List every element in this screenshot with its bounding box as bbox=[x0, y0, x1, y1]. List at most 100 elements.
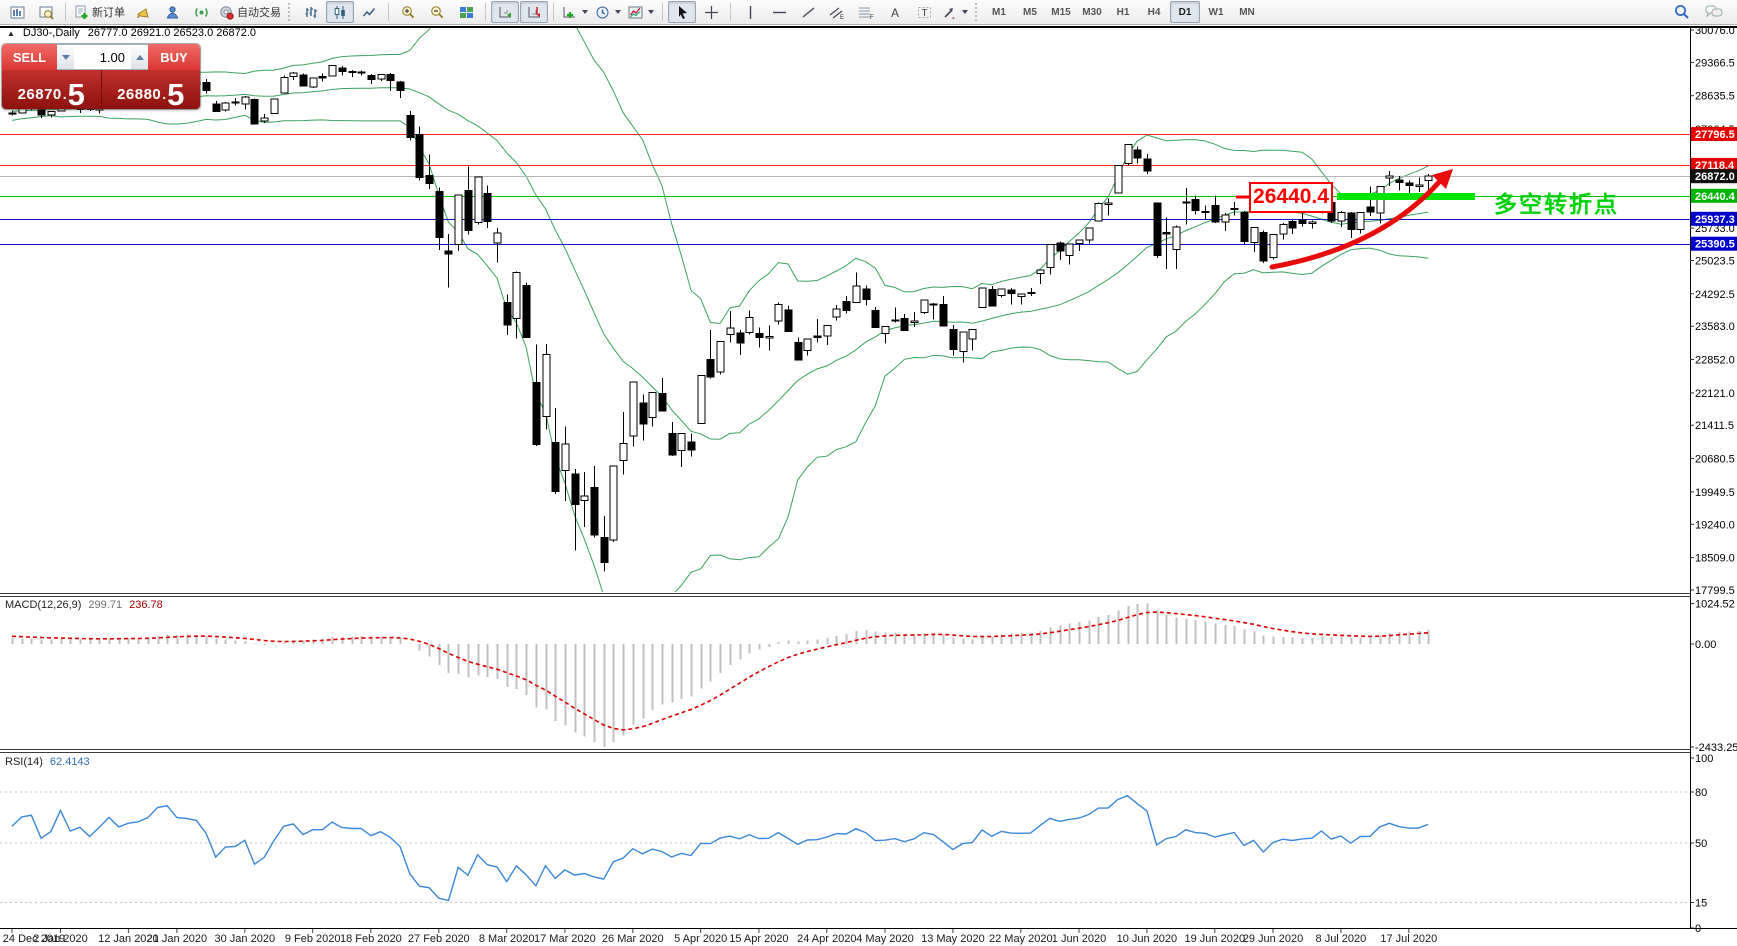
svg-text:13 May 2020: 13 May 2020 bbox=[921, 933, 985, 945]
svg-text:24 Apr 2020: 24 Apr 2020 bbox=[797, 933, 856, 945]
green-highlight-bar bbox=[1337, 193, 1475, 200]
svg-text:30076.0: 30076.0 bbox=[1695, 25, 1735, 37]
svg-text:4 May 2020: 4 May 2020 bbox=[856, 933, 913, 945]
crosshair-button[interactable] bbox=[697, 1, 725, 23]
zoom-out-button[interactable] bbox=[423, 1, 451, 23]
clock-icon bbox=[596, 6, 609, 18]
chart-title: ▲ DJ30-,Daily 26777.0 26921.0 26523.0 26… bbox=[7, 27, 256, 39]
chart-frame bbox=[0, 26, 1737, 929]
symbol-period-label: DJ30-,Daily bbox=[22, 27, 80, 39]
svg-text:25937.3: 25937.3 bbox=[1695, 214, 1735, 226]
zoom-in-button[interactable] bbox=[394, 1, 422, 23]
svg-text:21411.5: 21411.5 bbox=[1695, 420, 1734, 432]
bollinger-upper-band bbox=[11, 28, 1429, 325]
candlestick-chart-button[interactable] bbox=[326, 1, 354, 23]
charts-window-button[interactable] bbox=[3, 1, 31, 23]
svg-text:15 Apr 2020: 15 Apr 2020 bbox=[729, 933, 788, 945]
community-button[interactable] bbox=[158, 1, 186, 23]
svg-text:25390.5: 25390.5 bbox=[1695, 239, 1735, 251]
tile-windows-button[interactable] bbox=[452, 1, 480, 23]
svg-text:1 Jun 2020: 1 Jun 2020 bbox=[1052, 933, 1106, 945]
line-chart-button[interactable] bbox=[355, 1, 383, 23]
timeframe-MN[interactable]: MN bbox=[1239, 6, 1255, 18]
spinner-up-icon bbox=[135, 54, 144, 60]
buy-button[interactable]: BUY bbox=[148, 44, 200, 70]
chart-shift-button[interactable] bbox=[520, 1, 548, 23]
svg-text:17799.5: 17799.5 bbox=[1695, 585, 1735, 597]
timeframe-M1[interactable]: M1 bbox=[992, 6, 1006, 18]
trendline-button[interactable] bbox=[794, 1, 822, 23]
price-tag-25390.5 bbox=[1691, 236, 1737, 251]
svg-text:1024.52: 1024.52 bbox=[1695, 599, 1735, 611]
volume-input[interactable]: 1.00 bbox=[74, 44, 131, 70]
volume-decrease-button[interactable] bbox=[57, 44, 74, 70]
svg-text:29 Jun 2020: 29 Jun 2020 bbox=[1243, 933, 1304, 945]
auto-scroll-button[interactable] bbox=[491, 1, 519, 23]
price-tag-25937.3 bbox=[1691, 211, 1737, 226]
macd-panel-layer bbox=[11, 603, 1430, 747]
price-callout-box[interactable]: 26440.4 bbox=[1249, 182, 1333, 213]
collapse-triangle-icon[interactable]: ▲ bbox=[7, 28, 15, 38]
timeframe-M15[interactable]: M15 bbox=[1051, 6, 1071, 18]
new-order-icon bbox=[75, 5, 88, 19]
arrows-tool-button[interactable] bbox=[939, 1, 971, 23]
vertical-line-button[interactable] bbox=[736, 1, 764, 23]
sell-price[interactable]: 26870. 5 bbox=[2, 70, 101, 109]
alerts-button[interactable] bbox=[129, 1, 157, 23]
svg-text:18 Feb 2020: 18 Feb 2020 bbox=[340, 933, 402, 945]
dropdown-caret-icon bbox=[962, 10, 968, 14]
sell-button[interactable]: SELL bbox=[2, 44, 57, 70]
buy-price-dot: . bbox=[162, 86, 167, 102]
chart-shift-icon bbox=[528, 6, 540, 17]
data-window-button[interactable] bbox=[32, 1, 60, 23]
search-button[interactable] bbox=[1668, 1, 1696, 23]
volume-increase-button[interactable] bbox=[131, 44, 148, 70]
svg-text:10 Jun 2020: 10 Jun 2020 bbox=[1117, 933, 1178, 945]
toolbar-separator bbox=[388, 3, 389, 21]
timeframe-H4[interactable]: H4 bbox=[1147, 6, 1161, 18]
timeframe-W1[interactable]: W1 bbox=[1208, 6, 1224, 18]
horizontal-line-button[interactable] bbox=[765, 1, 793, 23]
crosshair-icon bbox=[704, 5, 718, 19]
svg-text:26440.4: 26440.4 bbox=[1695, 191, 1736, 203]
toolbar-grip bbox=[975, 3, 980, 21]
dropdown-caret-icon bbox=[615, 10, 621, 14]
signals-button[interactable] bbox=[187, 1, 215, 23]
autotrading-icon bbox=[220, 5, 234, 20]
vertical-line-icon bbox=[749, 5, 751, 19]
periods-button[interactable] bbox=[592, 1, 624, 23]
timeframe-D1[interactable]: D1 bbox=[1170, 1, 1200, 23]
timeframe-M30[interactable]: M30 bbox=[1082, 6, 1102, 18]
zoom-out-icon bbox=[430, 5, 443, 18]
svg-text:9 Feb 2020: 9 Feb 2020 bbox=[285, 933, 341, 945]
chinese-annotation[interactable]: 多空转折点 bbox=[1494, 191, 1619, 217]
chat-bubbles-icon bbox=[1705, 5, 1723, 18]
timeframe-M5[interactable]: M5 bbox=[1023, 6, 1037, 18]
buy-price[interactable]: 26880. 5 bbox=[100, 70, 201, 109]
svg-text:22 May 2020: 22 May 2020 bbox=[989, 933, 1053, 945]
fibonacci-button[interactable]: F bbox=[852, 1, 880, 23]
bar-chart-button[interactable] bbox=[297, 1, 325, 23]
svg-text:25733.0: 25733.0 bbox=[1695, 223, 1735, 235]
templates-button[interactable] bbox=[625, 1, 657, 23]
person-icon bbox=[166, 5, 178, 18]
sell-price-dot: . bbox=[62, 86, 67, 102]
search-icon bbox=[1675, 5, 1689, 19]
chat-button[interactable] bbox=[1700, 1, 1728, 23]
svg-text:19 Jun 2020: 19 Jun 2020 bbox=[1185, 933, 1246, 945]
macd-label: MACD(12,26,9) 299.71 236.78 bbox=[5, 599, 163, 611]
text-tool-button[interactable]: A bbox=[881, 1, 909, 23]
autotrading-button[interactable]: 自动交易 bbox=[216, 1, 284, 23]
indicators-button[interactable] bbox=[559, 1, 591, 23]
svg-text:21 Jan 2020: 21 Jan 2020 bbox=[147, 933, 208, 945]
toolbar-grip bbox=[288, 3, 293, 21]
new-order-button[interactable]: 新订单 bbox=[71, 1, 128, 23]
tile-windows-icon bbox=[459, 6, 473, 18]
trade-panel-top-row: SELL 1.00 BUY bbox=[2, 44, 200, 70]
timeframe-H1[interactable]: H1 bbox=[1116, 6, 1130, 18]
svg-text:23583.0: 23583.0 bbox=[1695, 321, 1735, 333]
cursor-button[interactable] bbox=[668, 1, 696, 23]
equidistant-channel-button[interactable]: E bbox=[823, 1, 851, 23]
label-tool-button[interactable]: T bbox=[910, 1, 938, 23]
